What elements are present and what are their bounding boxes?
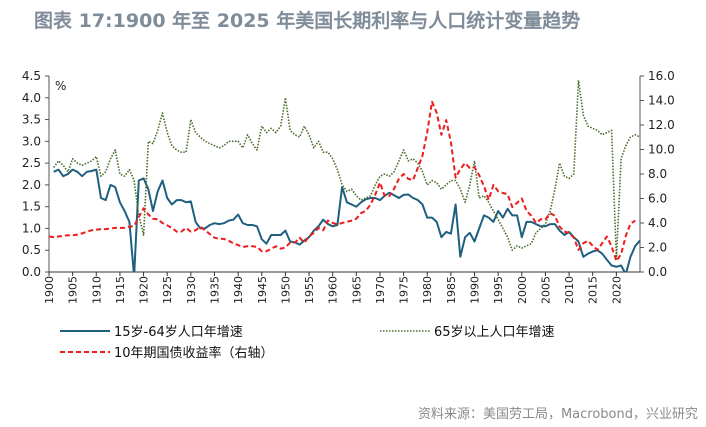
right-tick-label: 2.0 — [648, 241, 667, 255]
series-line-1 — [53, 168, 641, 272]
left-tick-label: 1.5 — [22, 200, 41, 214]
x-tick-label: 1935 — [208, 276, 221, 304]
left-tick-label: 0.0 — [22, 265, 41, 279]
left-axis-unit: % — [55, 79, 66, 93]
x-tick-label: 1950 — [279, 276, 292, 304]
left-tick-label: 4.0 — [22, 91, 41, 105]
x-tick-label: 1965 — [350, 276, 363, 304]
x-tick-label: 1990 — [469, 276, 482, 304]
x-tick-label: 1995 — [492, 276, 505, 304]
x-tick-label: 1920 — [138, 276, 151, 304]
right-tick-label: 12.0 — [648, 118, 675, 132]
left-tick-label: 2.0 — [22, 178, 41, 192]
left-tick-label: 1.0 — [22, 221, 41, 235]
source-note: 资料来源：美国劳工局，Macrobond，兴业研究 — [417, 407, 698, 422]
series-line-3 — [49, 100, 636, 262]
right-tick-label: 10.0 — [648, 143, 675, 157]
x-tick-label: 1960 — [327, 276, 340, 304]
legend-label-1: 15岁-64岁人口年增速 — [114, 325, 243, 340]
right-tick-label: 4.0 — [648, 216, 667, 230]
x-tick-label: 1985 — [445, 276, 458, 304]
legend-label-3: 10年期国债收益率（右轴） — [114, 345, 274, 361]
legend-label-2: 65岁以上人口年增速 — [434, 325, 555, 340]
x-tick-label: 1955 — [303, 276, 316, 304]
x-tick-label: 1910 — [90, 276, 103, 304]
left-tick-label: 3.5 — [22, 113, 41, 127]
x-tick-label: 2020 — [610, 276, 623, 304]
x-tick-label: 2010 — [563, 276, 576, 304]
x-tick-label: 1980 — [421, 276, 434, 304]
x-tick-label: 2000 — [516, 276, 529, 304]
right-tick-label: 14.0 — [648, 94, 675, 108]
left-tick-label: 4.5 — [22, 69, 41, 83]
x-tick-label: 1925 — [161, 276, 174, 304]
right-tick-label: 6.0 — [648, 192, 667, 206]
x-tick-label: 1905 — [67, 276, 80, 304]
right-tick-label: 0.0 — [648, 265, 667, 279]
x-tick-label: 1970 — [374, 276, 387, 304]
left-tick-label: 0.5 — [22, 243, 41, 257]
right-tick-label: 16.0 — [648, 69, 675, 83]
x-tick-label: 2005 — [539, 276, 552, 304]
left-tick-label: 3.0 — [22, 134, 41, 148]
x-tick-label: 1975 — [398, 276, 411, 304]
x-tick-label: 1930 — [185, 276, 198, 304]
right-tick-label: 8.0 — [648, 167, 667, 181]
x-tick-label: 1940 — [232, 276, 245, 304]
x-tick-label: 1900 — [43, 276, 56, 304]
chart-title: 图表 17:1900 年至 2025 年美国长期利率与人口统计变量趋势 — [34, 10, 581, 32]
x-tick-label: 1915 — [114, 276, 127, 304]
x-tick-label: 1945 — [256, 276, 269, 304]
left-tick-label: 2.5 — [22, 156, 41, 170]
series-line-2 — [53, 79, 641, 260]
x-tick-label: 2015 — [587, 276, 600, 304]
